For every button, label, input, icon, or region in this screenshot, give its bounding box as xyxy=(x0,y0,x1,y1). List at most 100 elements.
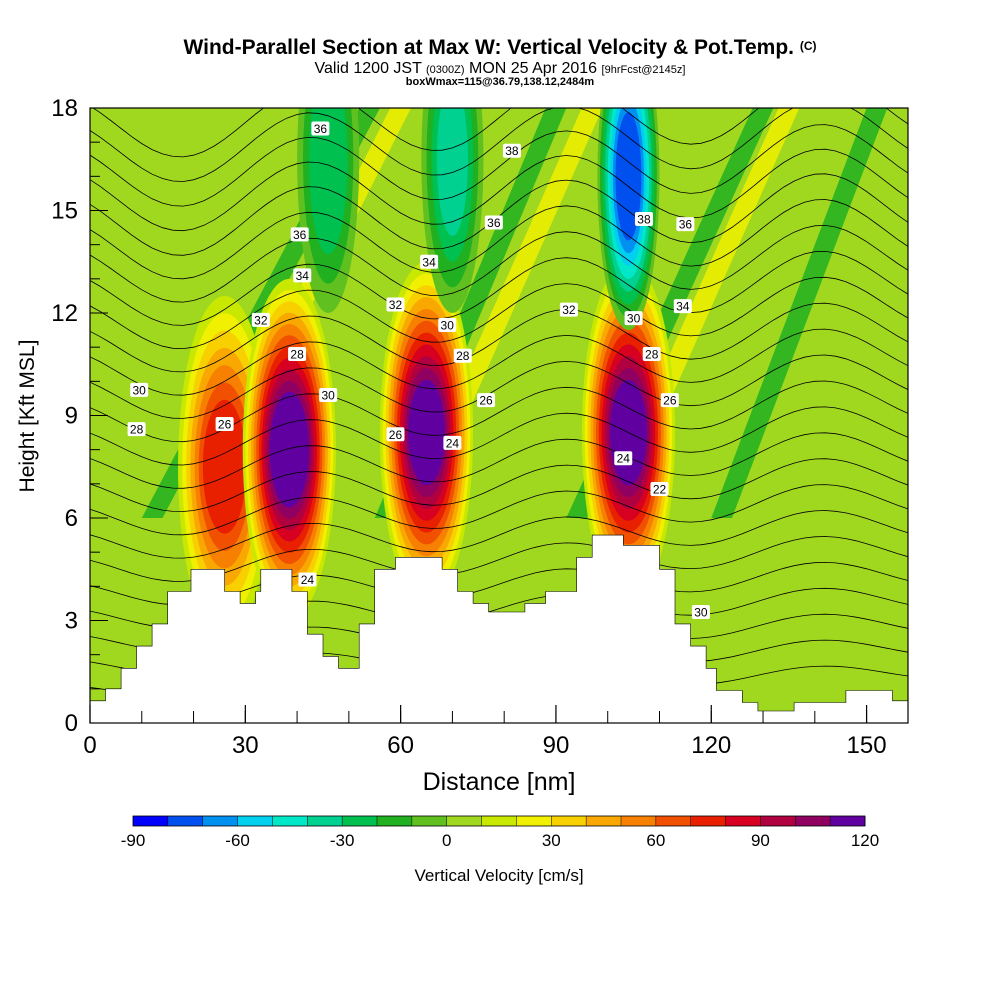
theta-label: 36 xyxy=(484,215,503,230)
colorbar-tick-label: 30 xyxy=(542,831,561,850)
subtitle-valid: Valid 1200 JST xyxy=(314,60,422,77)
theta-label-text: 32 xyxy=(389,298,403,312)
theta-label-bg xyxy=(484,215,503,230)
plot-area xyxy=(90,108,908,723)
colorbar-swatch xyxy=(795,816,831,826)
theta-label-bg xyxy=(386,297,405,312)
theta-label-bg xyxy=(251,312,270,327)
theta-label-text: 24 xyxy=(301,573,315,587)
colorbar-swatch xyxy=(167,816,204,826)
theta-label-bg xyxy=(614,451,633,466)
theta-label-text: 36 xyxy=(314,122,328,136)
x-tick-label: 60 xyxy=(387,732,414,759)
theta-contour-line xyxy=(90,432,908,489)
theta-label-bg xyxy=(288,347,307,361)
theta-contour-line xyxy=(90,484,908,536)
theta-label: 34 xyxy=(420,254,439,269)
colorbar-tick-label: -60 xyxy=(225,831,250,850)
x-tick-label: 150 xyxy=(847,732,887,759)
colorbar-swatch xyxy=(272,816,308,826)
theta-label-bg xyxy=(624,311,643,326)
theta-label: 28 xyxy=(127,422,146,437)
theta-label-bg xyxy=(676,217,695,232)
theta-contour-line xyxy=(90,406,908,466)
colorbar-swatch xyxy=(760,816,796,826)
theta-label: 36 xyxy=(311,121,330,136)
theta-label-text: 34 xyxy=(676,300,690,314)
theta-label-bg xyxy=(215,417,234,432)
colorbar-swatch xyxy=(830,816,866,826)
theta-contour-line xyxy=(90,354,908,419)
colorbar: -90 -60 -30 0 30 60 90 120 xyxy=(121,815,879,850)
theta-label-bg xyxy=(311,121,330,136)
theta-label-text: 30 xyxy=(627,312,641,326)
theta-label-text: 32 xyxy=(254,313,268,327)
y-tick-label: 18 xyxy=(51,95,78,122)
colorbar-tick-label: 90 xyxy=(751,831,770,850)
y-tick-label: 6 xyxy=(65,505,78,532)
theta-label: 30 xyxy=(691,604,710,619)
colorbar-swatch xyxy=(586,816,622,826)
theta-label-bg xyxy=(634,212,653,227)
x-axis: 0 30 60 90 120 150 xyxy=(83,705,887,759)
colorbar-swatch xyxy=(342,816,378,826)
colorbar-tick-label: 60 xyxy=(646,831,665,850)
theta-label-bg xyxy=(559,302,578,317)
theta-label-bg xyxy=(642,347,661,361)
theta-label-bg xyxy=(319,388,338,402)
colorbar-swatch xyxy=(202,816,239,826)
theta-label: 26 xyxy=(660,393,679,408)
colorbar-swatch xyxy=(551,816,587,826)
theta-label: 34 xyxy=(293,268,312,283)
theta-label-text: 26 xyxy=(479,394,493,408)
updraft-core xyxy=(202,399,247,534)
theta-label: 32 xyxy=(559,302,578,317)
theta-contour-line xyxy=(90,302,908,373)
colorbar-frame xyxy=(132,815,866,827)
theta-label-text: 22 xyxy=(653,482,667,496)
theta-label: 38 xyxy=(634,212,653,227)
theta-label: 24 xyxy=(443,435,462,450)
x-axis-label: Distance [nm] xyxy=(423,768,576,796)
chart-subtitle: Valid 1200 JST (0300Z) MON 25 Apr 2016 [… xyxy=(0,60,1000,78)
theta-label: 26 xyxy=(477,393,496,408)
theta-contour-line xyxy=(90,536,908,582)
x-tick-label: 120 xyxy=(691,732,731,759)
theta-label-text: 38 xyxy=(505,144,519,158)
theta-label: 26 xyxy=(215,417,234,432)
y-tick-label: 3 xyxy=(65,608,78,635)
colorbar-swatch xyxy=(377,816,413,826)
downdraft-core xyxy=(308,108,348,255)
theta-label-text: 30 xyxy=(321,389,335,403)
theta-label: 30 xyxy=(624,311,643,326)
y-tick-label: 0 xyxy=(65,710,78,737)
x-tick-label: 0 xyxy=(83,732,96,759)
chart-title-copyright: (C) xyxy=(799,39,817,53)
colorbar-swatch xyxy=(621,816,657,826)
chart-title-text: Wind-Parallel Section at Max W: Vertical… xyxy=(183,36,794,59)
theta-label-bg xyxy=(438,317,457,332)
theta-label-text: 24 xyxy=(617,452,631,466)
theta-label-bg xyxy=(660,393,679,408)
theta-label: 32 xyxy=(386,297,405,312)
theta-contour-line xyxy=(90,108,908,182)
theta-label-text: 28 xyxy=(290,348,304,362)
colorbar-swatch xyxy=(446,816,483,826)
colorbar-swatch xyxy=(307,816,343,826)
theta-contour-line xyxy=(90,328,908,396)
theta-label-bg xyxy=(293,268,312,283)
theta-label-bg xyxy=(691,604,710,619)
theta-label-text: 36 xyxy=(487,216,501,230)
theta-label-text: 36 xyxy=(679,218,693,232)
theta-label-bg xyxy=(673,299,692,314)
theta-label: 24 xyxy=(298,572,317,587)
theta-label-bg xyxy=(420,254,439,269)
colorbar-label: Vertical Velocity [cm/s] xyxy=(414,866,583,885)
theta-label-bg xyxy=(443,435,462,450)
y-tick-label: 9 xyxy=(65,403,78,430)
colorbar-swatch xyxy=(655,816,692,826)
downdraft-core xyxy=(615,112,642,241)
theta-label-bg xyxy=(298,572,317,587)
y-tick-label: 12 xyxy=(51,300,78,327)
